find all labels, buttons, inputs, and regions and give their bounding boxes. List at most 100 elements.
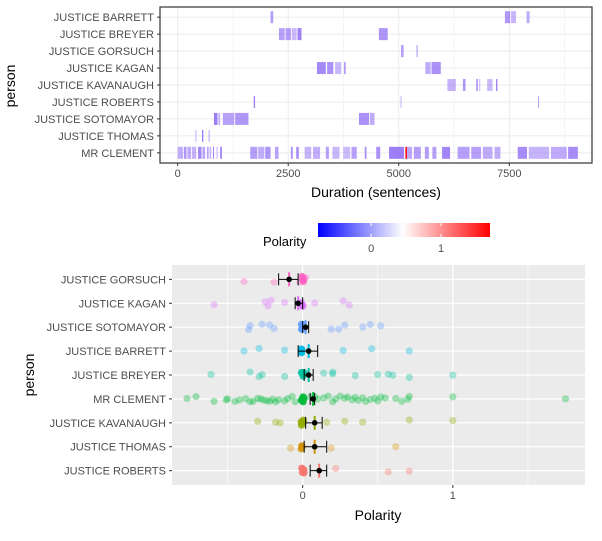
timeline-segment (389, 146, 405, 159)
timeline-segment (517, 146, 528, 159)
data-point (341, 321, 349, 329)
data-point (297, 421, 306, 429)
timeline-segment (177, 146, 183, 159)
y-tick-label: MR CLEMENT (81, 148, 154, 160)
mean-point (302, 324, 309, 330)
timeline-segment (442, 146, 451, 159)
timeline-segment (202, 129, 204, 142)
timeline-segment (296, 146, 299, 159)
data-point (371, 394, 379, 402)
data-point (449, 371, 457, 379)
timeline-segment (235, 112, 249, 125)
legend-tick-label: 0 (368, 243, 374, 255)
data-point (314, 395, 322, 403)
timeline-segment (511, 11, 516, 24)
timeline-segment (496, 79, 498, 91)
data-point (281, 298, 289, 307)
data-point (381, 394, 389, 402)
y-tick-label: JUSTICE BREYER (72, 370, 166, 382)
data-point (270, 324, 278, 333)
data-point (272, 418, 280, 426)
y-tick-label: MR CLEMENT (93, 394, 166, 406)
x-tick-label: 2500 (276, 168, 300, 180)
data-point (348, 396, 356, 404)
data-point (249, 397, 257, 405)
timeline-segment (290, 146, 293, 159)
timeline-segment (476, 79, 478, 91)
data-point (329, 368, 337, 376)
timeline-segment (424, 146, 429, 159)
y-tick-label: JUSTICE GORSUCH (61, 274, 166, 286)
timeline-segment (316, 62, 326, 75)
timeline-segment (304, 146, 312, 159)
mean-point (305, 372, 312, 378)
data-point (297, 368, 305, 377)
timeline-segment-highlight (405, 146, 407, 159)
data-point (374, 397, 382, 405)
data-point (276, 419, 284, 427)
mean-point (316, 467, 322, 474)
data-point (449, 416, 457, 425)
timeline-segment (265, 146, 271, 159)
timeline-segment (482, 146, 493, 159)
timeline-segment (213, 112, 218, 125)
data-point (336, 392, 344, 400)
legend-tick-label: 1 (438, 243, 444, 255)
data-point (351, 372, 359, 380)
timeline-segment (220, 146, 222, 159)
data-point (240, 347, 248, 355)
data-point (258, 371, 266, 379)
timeline-segment (479, 79, 481, 91)
mean-point (311, 443, 318, 450)
y-tick-label: JUSTICE BARRETT (54, 12, 155, 24)
mean-point (305, 348, 312, 354)
timeline-chart: JUSTICE BARRETT JUSTICE BREYER JUSTICE GOR… (35, 6, 593, 180)
mean-point (311, 420, 318, 426)
timeline-segment (550, 146, 567, 159)
timeline-segment (208, 129, 210, 142)
y-tick-label: JUSTICE ROBERTS (64, 466, 166, 478)
timeline-segment (425, 62, 431, 75)
data-point (269, 395, 277, 403)
data-point (374, 371, 382, 379)
timeline-segment (431, 62, 441, 75)
data-point (377, 322, 385, 330)
data-point (392, 443, 400, 451)
data-point (359, 394, 367, 402)
y-tick-label: JUSTICE KAVANAUGH (50, 418, 166, 430)
timeline-segment (370, 112, 375, 125)
timeline-segment (343, 146, 351, 159)
y-tick-label: JUSTICE BREYER (60, 29, 154, 41)
bottom-y-axis-title: person (21, 354, 37, 397)
data-point (266, 321, 274, 329)
data-point (320, 394, 328, 402)
data-point (264, 302, 272, 310)
timeline-segment (376, 146, 381, 159)
data-point (257, 395, 265, 403)
timeline-segment (213, 146, 215, 159)
timeline-segment (358, 112, 370, 125)
data-point (324, 392, 332, 400)
data-point (266, 397, 274, 406)
timeline-segment (447, 79, 456, 91)
data-point (299, 398, 307, 406)
data-point (284, 394, 292, 403)
timeline-segment (526, 11, 530, 24)
data-point (261, 298, 269, 306)
top-y-axis-title: person (2, 65, 18, 108)
data-point (246, 398, 254, 406)
data-point (327, 444, 335, 452)
data-point (359, 323, 367, 331)
timeline-segment (274, 146, 279, 159)
data-point (332, 464, 340, 473)
data-point (287, 444, 295, 452)
x-tick-label: 0 (300, 490, 306, 502)
timeline-segment (291, 28, 297, 41)
y-tick-label: JUSTICE THOMAS (58, 131, 154, 143)
timeline-segment (400, 45, 404, 58)
x-tick-label: 1 (450, 490, 456, 502)
timeline-segment (253, 95, 256, 108)
timeline-segment (216, 146, 218, 159)
data-point (405, 416, 413, 424)
data-point (339, 297, 347, 305)
